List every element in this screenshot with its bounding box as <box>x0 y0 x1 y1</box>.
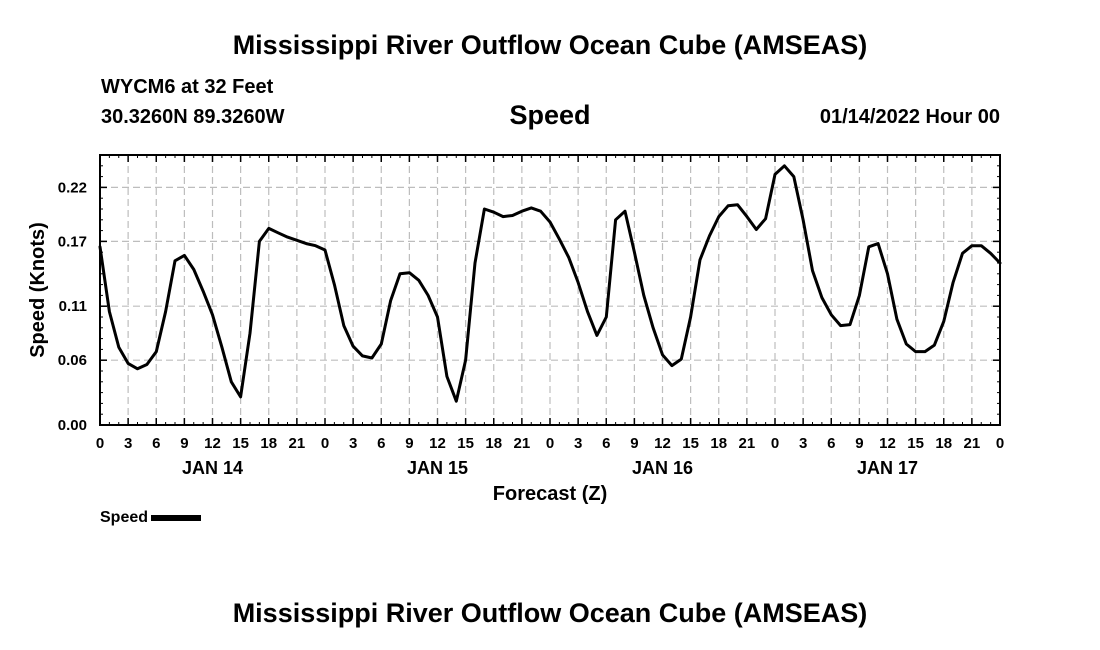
x-tick-label: 0 <box>96 435 104 452</box>
day-label: JAN 17 <box>857 458 918 478</box>
legend-label: Speed <box>100 509 149 526</box>
x-tick-label: 9 <box>180 435 188 452</box>
x-axis-label: Forecast (Z) <box>493 483 607 505</box>
x-tick-label: 0 <box>321 435 329 452</box>
x-tick-label: 21 <box>964 435 981 452</box>
x-tick-label: 15 <box>907 435 924 452</box>
x-tick-label: 21 <box>739 435 756 452</box>
station-label: WYCM6 at 32 Feet <box>101 76 274 98</box>
grid <box>100 155 1000 425</box>
x-tick-label: 12 <box>654 435 671 452</box>
chart-title: Mississippi River Outflow Ocean Cube (AM… <box>232 30 868 60</box>
day-label: JAN 16 <box>632 458 693 478</box>
x-tick-label: 15 <box>457 435 474 452</box>
x-tick-label: 0 <box>546 435 554 452</box>
plot-frame <box>99 154 1001 426</box>
x-tick-label: 18 <box>260 435 277 452</box>
y-tick-label: 0.17 <box>58 233 87 250</box>
y-tick-label: 0.22 <box>58 179 87 196</box>
x-tick-label: 6 <box>602 435 610 452</box>
y-tick-label: 0.06 <box>58 352 87 369</box>
day-label: JAN 14 <box>182 458 243 478</box>
x-tick-label: 3 <box>349 435 357 452</box>
legend: Speed <box>100 509 202 527</box>
axis-labels: 0 3 6 9 12 15 18 21 0 3 6 9 12 15 18 21 0 3 6 9 12 15 18 21 0 3 6 9… <box>58 179 1004 478</box>
x-tick-label: 12 <box>879 435 896 452</box>
forecast-datetime: 01/14/2022 Hour 00 <box>819 106 1000 128</box>
x-tick-label: 15 <box>232 435 249 452</box>
x-tick-label: 0 <box>771 435 779 452</box>
x-tick-label: 21 <box>289 435 306 452</box>
x-tick-label: 3 <box>799 435 807 452</box>
x-tick-label: 18 <box>710 435 727 452</box>
footer-title: Mississippi River Outflow Ocean Cube (AM… <box>232 598 868 628</box>
coordinates-label: 30.3260N 89.3260W <box>101 106 285 128</box>
x-tick-label: 15 <box>682 435 699 452</box>
day-label: JAN 15 <box>407 458 468 478</box>
series-layer <box>98 164 1002 403</box>
x-tick-label: 12 <box>204 435 221 452</box>
x-tick-label: 3 <box>574 435 582 452</box>
x-tick-label: 18 <box>485 435 502 452</box>
x-tick-label: 9 <box>855 435 863 452</box>
x-tick-label: 21 <box>514 435 531 452</box>
x-tick-label: 6 <box>152 435 160 452</box>
series-line-speed <box>98 164 1002 403</box>
y-axis-label: Speed (Knots) <box>27 222 49 358</box>
x-tick-label: 3 <box>124 435 132 452</box>
y-tick-label: 0.00 <box>58 417 87 434</box>
legend-line-swatch <box>151 514 202 521</box>
x-tick-label: 6 <box>827 435 835 452</box>
x-tick-label: 6 <box>377 435 385 452</box>
x-tick-label: 12 <box>429 435 446 452</box>
variable-title: Speed <box>509 100 591 130</box>
x-tick-label: 9 <box>630 435 638 452</box>
y-tick-label: 0.11 <box>59 298 87 315</box>
x-tick-label: 9 <box>405 435 413 452</box>
x-tick-label: 18 <box>935 435 952 452</box>
x-tick-label: 0 <box>996 435 1004 452</box>
